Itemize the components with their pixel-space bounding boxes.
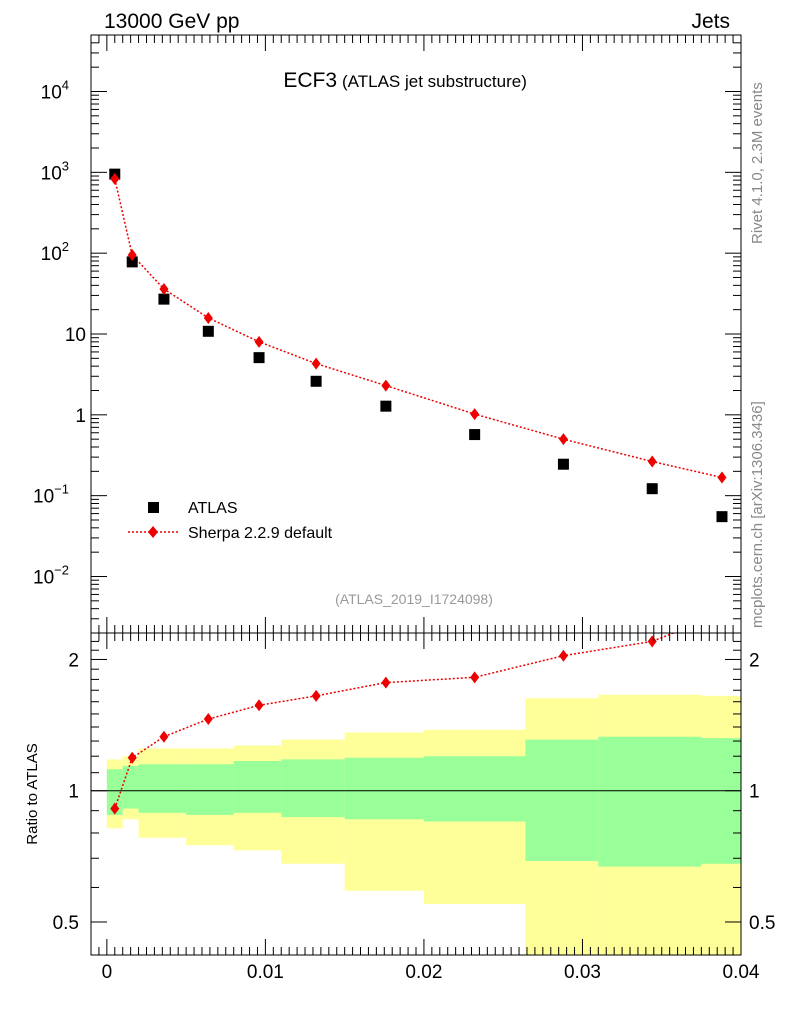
atlas-point xyxy=(310,375,322,387)
xtick-label: 0 xyxy=(102,962,113,983)
ratio-ytick-label: 0.5 xyxy=(53,913,79,934)
main-plot-data xyxy=(109,168,728,523)
sherpa-point xyxy=(717,471,727,484)
ratio-sherpa-point xyxy=(381,676,391,689)
rivet-version-label: Rivet 4.1.0, 2.3M events xyxy=(749,82,766,244)
legend-sherpa-marker xyxy=(148,526,158,538)
sherpa-point xyxy=(470,408,480,421)
ratio-axes: 0.5 0.5 1 1 2 2 0 0.01 0.02 0.03 0.04 xyxy=(53,632,775,983)
main-ytick-label: 10−1 xyxy=(33,482,69,508)
legend-atlas-label: ATLAS xyxy=(188,500,238,517)
ratio-ytick-label-right: 2 xyxy=(749,650,760,671)
legend: ATLAS Sherpa 2.2.9 default xyxy=(128,500,333,542)
sherpa-point xyxy=(110,172,120,185)
sherpa-line xyxy=(114,178,723,479)
inner-band xyxy=(106,769,123,815)
atlas-point xyxy=(469,429,481,441)
main-ytick-label: 10 xyxy=(65,325,86,346)
inner-band xyxy=(701,738,741,864)
ratio-plot-data xyxy=(91,607,741,815)
inner-band xyxy=(186,764,234,815)
atlas-point xyxy=(202,325,214,337)
atlas-point xyxy=(557,458,569,470)
xtick-label: 0.04 xyxy=(723,962,760,983)
plot-subtitle: (ATLAS jet substructure) xyxy=(342,72,527,91)
legend-sherpa-label: Sherpa 2.2.9 default xyxy=(188,525,333,542)
ratio-sherpa-point xyxy=(717,607,726,619)
inner-band xyxy=(233,760,282,813)
main-ytick-label: 10−2 xyxy=(33,562,69,588)
xtick-label: 0.01 xyxy=(247,962,284,983)
ratio-sherpa-point xyxy=(647,635,657,648)
ratio-sherpa-point xyxy=(110,802,120,815)
ratio-uncertainty-bands xyxy=(106,694,741,955)
sherpa-point xyxy=(159,283,169,296)
xtick-label: 0.03 xyxy=(564,962,601,983)
sherpa-point xyxy=(647,455,657,468)
main-ytick-label: 103 xyxy=(41,158,69,184)
ratio-sherpa-point xyxy=(254,699,264,712)
atlas-point xyxy=(646,483,658,495)
ratio-panel: 0.5 0.5 1 1 2 2 0 0.01 0.02 0.03 0.04 Ratio to ATL… xyxy=(24,607,775,983)
atlas-point xyxy=(158,293,170,305)
main-ytick-label: 102 xyxy=(41,239,69,265)
inner-band xyxy=(281,759,345,818)
legend-atlas-marker xyxy=(148,502,159,513)
sherpa-point xyxy=(381,379,391,392)
main-ytick-label: 1 xyxy=(75,406,86,427)
ratio-sherpa-point xyxy=(127,751,137,764)
ratio-sherpa-point xyxy=(558,649,568,662)
ratio-sherpa-point xyxy=(159,730,169,743)
ratio-sherpa-point xyxy=(203,713,213,726)
inner-band xyxy=(138,764,187,813)
header-jets-label: Jets xyxy=(691,10,730,33)
sherpa-point xyxy=(203,311,213,324)
ratio-ytick-label: 2 xyxy=(68,650,79,671)
analysis-label: (ATLAS_2019_I1724098) xyxy=(335,591,493,607)
main-panel: 10−2 10−1 1 10 102 103 104 ECF3 (ATLAS jet sub… xyxy=(33,34,742,634)
ratio-axis-label: Ratio to ATLAS xyxy=(24,743,41,844)
main-axes: 10−2 10−1 1 10 102 103 104 xyxy=(33,34,742,634)
inner-band xyxy=(122,765,139,809)
ratio-ytick-label: 1 xyxy=(68,782,79,803)
ratio-sherpa-point xyxy=(311,689,321,702)
sherpa-point xyxy=(127,248,137,261)
ratio-ytick-label-right: 0.5 xyxy=(749,913,775,934)
atlas-point xyxy=(380,400,392,412)
sherpa-point xyxy=(558,433,568,446)
mcplots-label: mcplots.cern.ch [arXiv:1306.3436] xyxy=(749,401,766,628)
sherpa-point xyxy=(311,357,321,370)
sherpa-point xyxy=(254,335,264,348)
xtick-label: 0.02 xyxy=(405,962,442,983)
main-frame xyxy=(90,34,742,634)
inner-band xyxy=(344,757,424,820)
atlas-point xyxy=(253,352,265,364)
atlas-point xyxy=(716,511,728,523)
ratio-sherpa-point xyxy=(470,671,480,684)
atlas-point xyxy=(126,256,138,268)
header-energy-label: 13000 GeV pp xyxy=(104,10,239,33)
inner-band xyxy=(598,736,702,867)
ratio-ytick-label-right: 1 xyxy=(749,782,760,803)
main-ytick-label: 104 xyxy=(41,78,69,104)
inner-band xyxy=(525,739,599,861)
inner-band xyxy=(423,756,526,822)
plot-title: ECF3 xyxy=(283,69,337,92)
